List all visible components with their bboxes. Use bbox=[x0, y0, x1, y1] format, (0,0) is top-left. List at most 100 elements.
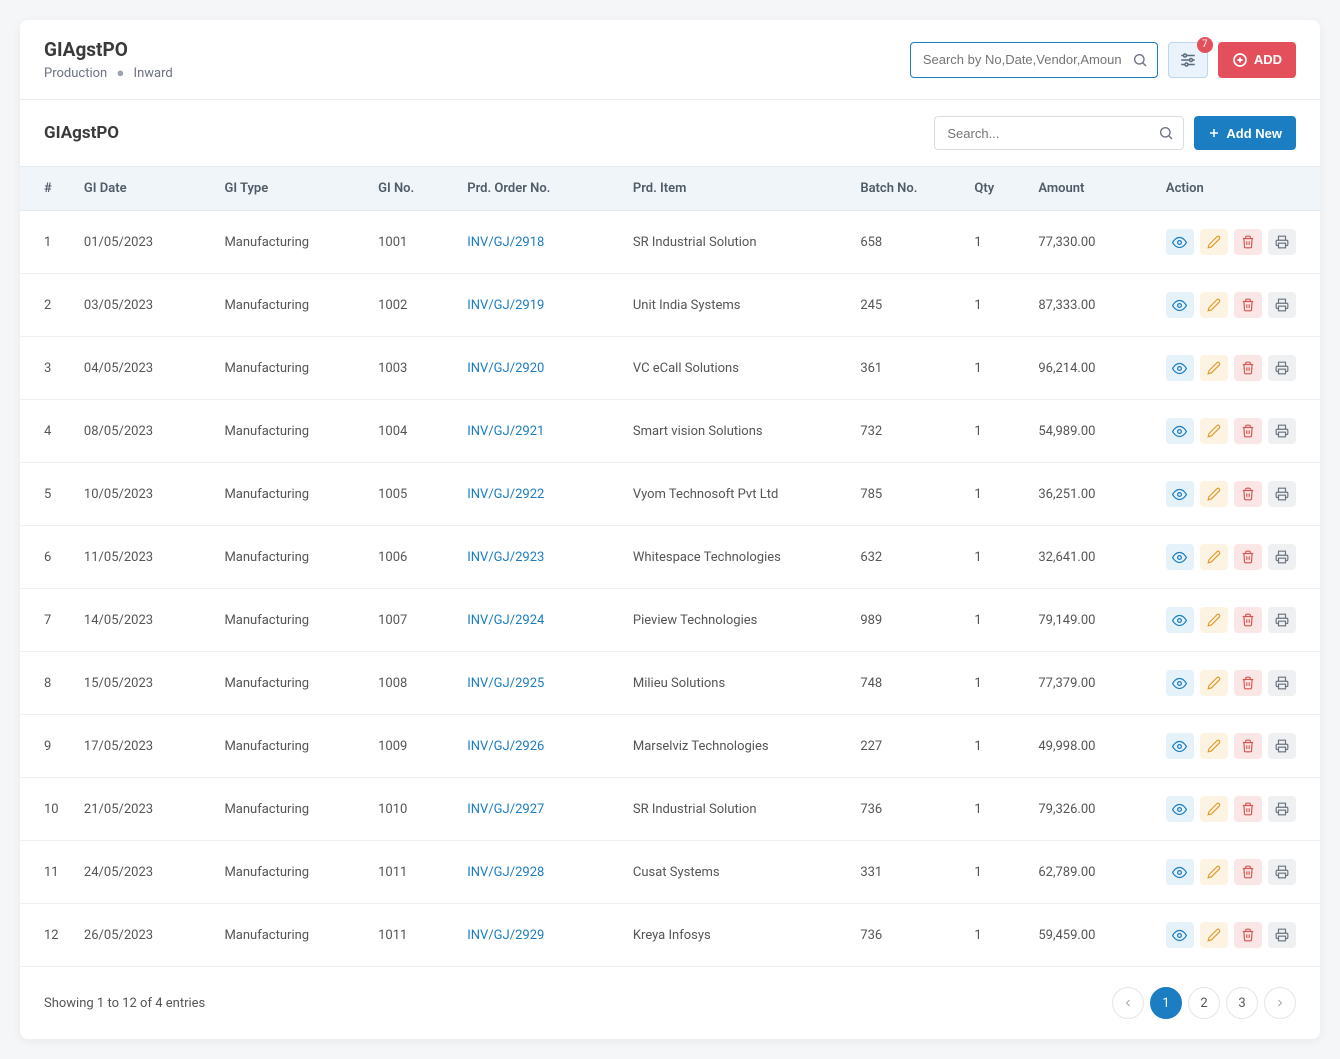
order-link[interactable]: INV/GJ/2921 bbox=[467, 424, 544, 439]
cell-order: INV/GJ/2919 bbox=[455, 274, 621, 337]
edit-button[interactable] bbox=[1200, 670, 1228, 696]
cell-batch: 785 bbox=[848, 463, 962, 526]
view-button[interactable] bbox=[1166, 796, 1194, 822]
edit-button[interactable] bbox=[1200, 292, 1228, 318]
view-button[interactable] bbox=[1166, 544, 1194, 570]
view-button[interactable] bbox=[1166, 355, 1194, 381]
order-link[interactable]: INV/GJ/2919 bbox=[467, 298, 544, 313]
print-button[interactable] bbox=[1268, 733, 1296, 759]
print-button[interactable] bbox=[1268, 859, 1296, 885]
cell-qty: 1 bbox=[962, 463, 1026, 526]
column-header[interactable]: Action bbox=[1154, 167, 1320, 211]
edit-button[interactable] bbox=[1200, 922, 1228, 948]
cell-order: INV/GJ/2926 bbox=[455, 715, 621, 778]
add-button[interactable]: ADD bbox=[1218, 42, 1296, 78]
order-link[interactable]: INV/GJ/2925 bbox=[467, 676, 544, 691]
search-icon[interactable] bbox=[1132, 52, 1148, 68]
column-header[interactable]: Qty bbox=[962, 167, 1026, 211]
column-header[interactable]: GI Date bbox=[72, 167, 213, 211]
print-button[interactable] bbox=[1268, 796, 1296, 822]
order-link[interactable]: INV/GJ/2923 bbox=[467, 550, 544, 565]
delete-button[interactable] bbox=[1234, 670, 1262, 696]
cell-item: SR Industrial Solution bbox=[621, 211, 848, 274]
page-button[interactable]: 2 bbox=[1188, 987, 1220, 1019]
order-link[interactable]: INV/GJ/2922 bbox=[467, 487, 544, 502]
breadcrumb-item[interactable]: Inward bbox=[134, 66, 173, 81]
edit-button[interactable] bbox=[1200, 544, 1228, 570]
pagination: 123 bbox=[1112, 987, 1296, 1019]
cell-amount: 77,379.00 bbox=[1026, 652, 1154, 715]
delete-button[interactable] bbox=[1234, 355, 1262, 381]
print-button[interactable] bbox=[1268, 670, 1296, 696]
table-row: 408/05/2023Manufacturing1004INV/GJ/2921S… bbox=[20, 400, 1320, 463]
cell-index: 7 bbox=[20, 589, 72, 652]
print-button[interactable] bbox=[1268, 229, 1296, 255]
delete-button[interactable] bbox=[1234, 481, 1262, 507]
order-link[interactable]: INV/GJ/2926 bbox=[467, 739, 544, 754]
print-button[interactable] bbox=[1268, 292, 1296, 318]
delete-button[interactable] bbox=[1234, 292, 1262, 318]
table-row: 304/05/2023Manufacturing1003INV/GJ/2920V… bbox=[20, 337, 1320, 400]
delete-button[interactable] bbox=[1234, 922, 1262, 948]
column-header[interactable]: Amount bbox=[1026, 167, 1154, 211]
order-link[interactable]: INV/GJ/2928 bbox=[467, 865, 544, 880]
view-button[interactable] bbox=[1166, 292, 1194, 318]
print-button[interactable] bbox=[1268, 418, 1296, 444]
page-prev-button[interactable] bbox=[1112, 987, 1144, 1019]
print-button[interactable] bbox=[1268, 544, 1296, 570]
order-link[interactable]: INV/GJ/2918 bbox=[467, 235, 544, 250]
column-header[interactable]: Prd. Order No. bbox=[455, 167, 621, 211]
edit-button[interactable] bbox=[1200, 229, 1228, 255]
view-button[interactable] bbox=[1166, 733, 1194, 759]
delete-button[interactable] bbox=[1234, 607, 1262, 633]
view-button[interactable] bbox=[1166, 418, 1194, 444]
view-button[interactable] bbox=[1166, 670, 1194, 696]
order-link[interactable]: INV/GJ/2927 bbox=[467, 802, 544, 817]
column-header[interactable]: Prd. Item bbox=[621, 167, 848, 211]
order-link[interactable]: INV/GJ/2924 bbox=[467, 613, 544, 628]
delete-button[interactable] bbox=[1234, 796, 1262, 822]
print-button[interactable] bbox=[1268, 607, 1296, 633]
table-row: 1021/05/2023Manufacturing1010INV/GJ/2927… bbox=[20, 778, 1320, 841]
delete-button[interactable] bbox=[1234, 733, 1262, 759]
order-link[interactable]: INV/GJ/2920 bbox=[467, 361, 544, 376]
add-new-button[interactable]: Add New bbox=[1194, 116, 1296, 150]
delete-button[interactable] bbox=[1234, 229, 1262, 255]
filter-button[interactable]: 7 bbox=[1168, 42, 1208, 78]
edit-button[interactable] bbox=[1200, 481, 1228, 507]
print-button[interactable] bbox=[1268, 355, 1296, 381]
breadcrumb-item[interactable]: Production bbox=[44, 66, 107, 81]
print-button[interactable] bbox=[1268, 481, 1296, 507]
print-button[interactable] bbox=[1268, 922, 1296, 948]
eye-icon bbox=[1172, 424, 1187, 439]
search-icon[interactable] bbox=[1158, 125, 1174, 141]
column-header[interactable]: GI Type bbox=[212, 167, 366, 211]
column-header[interactable]: GI No. bbox=[366, 167, 455, 211]
printer-icon bbox=[1275, 361, 1289, 375]
view-button[interactable] bbox=[1166, 229, 1194, 255]
order-link[interactable]: INV/GJ/2929 bbox=[467, 928, 544, 943]
column-header[interactable]: Batch No. bbox=[848, 167, 962, 211]
view-button[interactable] bbox=[1166, 481, 1194, 507]
pencil-icon bbox=[1207, 676, 1221, 690]
view-button[interactable] bbox=[1166, 859, 1194, 885]
edit-button[interactable] bbox=[1200, 796, 1228, 822]
page-button[interactable]: 3 bbox=[1226, 987, 1258, 1019]
edit-button[interactable] bbox=[1200, 355, 1228, 381]
edit-button[interactable] bbox=[1200, 859, 1228, 885]
view-button[interactable] bbox=[1166, 922, 1194, 948]
delete-button[interactable] bbox=[1234, 859, 1262, 885]
cell-qty: 1 bbox=[962, 400, 1026, 463]
column-header[interactable]: # bbox=[20, 167, 72, 211]
page-next-button[interactable] bbox=[1264, 987, 1296, 1019]
edit-button[interactable] bbox=[1200, 607, 1228, 633]
edit-button[interactable] bbox=[1200, 733, 1228, 759]
view-button[interactable] bbox=[1166, 607, 1194, 633]
table-search-input[interactable] bbox=[934, 116, 1184, 150]
cell-batch: 748 bbox=[848, 652, 962, 715]
delete-button[interactable] bbox=[1234, 544, 1262, 570]
search-input[interactable] bbox=[910, 42, 1158, 78]
page-button[interactable]: 1 bbox=[1150, 987, 1182, 1019]
edit-button[interactable] bbox=[1200, 418, 1228, 444]
delete-button[interactable] bbox=[1234, 418, 1262, 444]
